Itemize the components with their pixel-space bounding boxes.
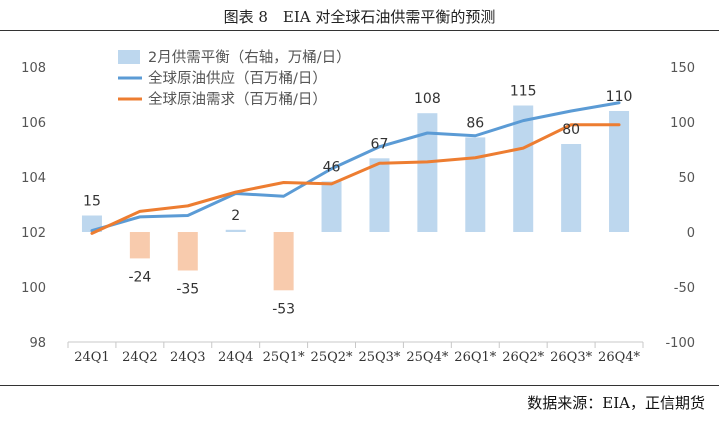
bar-data-label: 86	[466, 115, 484, 131]
y-left-tick-label: 106	[21, 116, 46, 131]
x-tick-label: 24Q4	[218, 350, 253, 365]
bottom-rule	[0, 385, 719, 386]
x-tick-label: 25Q4*	[406, 350, 448, 365]
figure-title: 图表 8 EIA 对全球石油供需平衡的预测	[223, 8, 496, 26]
x-tick-label: 26Q1*	[454, 350, 496, 365]
bar-data-label: 67	[371, 136, 389, 152]
x-tick-label: 25Q1*	[263, 350, 305, 365]
y-right-tick-label: 100	[670, 116, 695, 131]
bar	[369, 158, 390, 232]
y-left-tick-label: 98	[29, 336, 46, 351]
x-tick-label: 24Q1	[74, 350, 109, 365]
y-right-tick-label: 150	[670, 61, 695, 76]
y-left-tick-label: 102	[21, 226, 46, 241]
bar	[465, 137, 486, 232]
bar	[129, 232, 150, 259]
bar	[225, 229, 246, 232]
bar-data-label: -53	[272, 301, 295, 317]
x-tick-label: 24Q2	[122, 350, 157, 365]
axes: 24Q1 24Q2 24Q3 24Q4 25Q1* 25Q2* 25Q3* 25Q4* 26Q1…	[21, 61, 695, 365]
bar-data-label: 46	[323, 159, 341, 175]
bar	[513, 105, 534, 232]
bar-data-label: 110	[606, 89, 633, 105]
legend-label-balance: 2月供需平衡（右轴，万桶/日）	[148, 49, 351, 66]
bars-layer	[81, 105, 630, 291]
legend-label-supply: 全球原油供应（百万桶/日）	[148, 69, 327, 87]
source-note: 数据来源：EIA，正信期货	[527, 394, 705, 412]
supply-line	[90, 101, 621, 233]
bar-data-label: 108	[414, 91, 441, 107]
chart: 24Q1 24Q2 24Q3 24Q4 25Q1* 25Q2* 25Q3* 25Q4* 26Q1…	[21, 49, 695, 365]
lines-layer	[90, 101, 621, 235]
bar	[417, 113, 438, 232]
y-left-tick-label: 100	[21, 281, 46, 296]
y-left-tick-label: 108	[21, 61, 46, 76]
x-tick-label: 26Q4*	[598, 350, 640, 365]
x-tick-label: 26Q3*	[550, 350, 592, 365]
bar-data-label: 2	[231, 208, 240, 224]
bar-data-label: -24	[128, 269, 151, 285]
x-tick-label: 26Q2*	[502, 350, 544, 365]
legend: 2月供需平衡（右轴，万桶/日） 全球原油供应（百万桶/日） 全球原油需求（百万桶/日…	[118, 49, 351, 108]
x-tick-label: 25Q3*	[358, 350, 400, 365]
bar-data-label: 115	[510, 84, 537, 100]
data-labels-layer: 15 -24 -35 2 -53 46 67 108 86 115 80 110	[83, 84, 632, 318]
bar-data-label: 80	[562, 122, 580, 138]
x-tick-label: 24Q3	[170, 350, 205, 365]
bar	[273, 232, 294, 291]
bar	[561, 144, 582, 232]
bar-data-label: -35	[176, 282, 199, 298]
bar	[609, 111, 630, 232]
y-right-tick-label: 0	[687, 226, 695, 241]
bar-data-label: 15	[83, 194, 101, 210]
y-left-tick-label: 104	[21, 171, 46, 186]
y-right-tick-label: -50	[674, 281, 695, 296]
legend-label-demand: 全球原油需求（百万桶/日）	[148, 90, 327, 108]
x-tick-label: 25Q2*	[311, 350, 353, 365]
legend-swatch-balance	[118, 50, 140, 64]
bar	[177, 232, 198, 271]
demand-line	[90, 123, 621, 235]
bar	[321, 181, 342, 232]
y-right-tick-label: -100	[665, 336, 695, 351]
y-right-tick-label: 50	[678, 171, 695, 186]
top-rule	[0, 30, 719, 31]
